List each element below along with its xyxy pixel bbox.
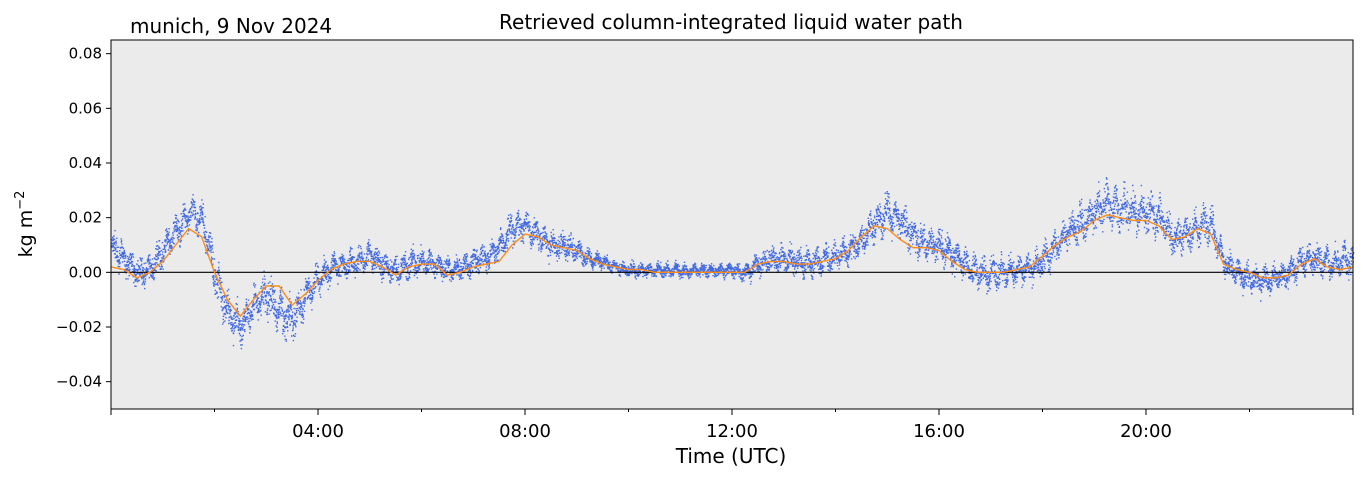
- x-tick-label: 08:00: [499, 421, 551, 442]
- y-tick-label: −0.02: [56, 318, 102, 336]
- plot-background: [111, 40, 1353, 409]
- chart-title: Retrieved column-integrated liquid water…: [499, 10, 963, 34]
- y-tick-label: −0.04: [56, 373, 102, 391]
- x-tick-label: 12:00: [706, 421, 758, 442]
- y-axis-label-exponent: −2: [13, 191, 28, 210]
- y-axis-label-base: kg m: [15, 210, 37, 258]
- x-tick-label: 16:00: [913, 421, 965, 442]
- y-axis: −0.04 −0.02 0.00 0.02 0.04 0.06 0.08: [56, 45, 111, 391]
- chart-subtitle: munich, 9 Nov 2024: [130, 14, 332, 38]
- y-tick-label: 0.06: [69, 99, 102, 117]
- y-axis-label: kg m−2: [13, 191, 37, 258]
- x-tick-label: 04:00: [292, 421, 344, 442]
- y-tick-label: 0.02: [69, 209, 102, 227]
- x-tick-label: 20:00: [1120, 421, 1172, 442]
- y-tick-label: 0.04: [69, 154, 102, 172]
- mean-line: [110, 214, 1354, 318]
- y-tick-label: 0.00: [69, 263, 102, 281]
- x-axis: 04:00 08:00 12:00 16:00 20:00: [110, 409, 1354, 442]
- x-axis-label: Time (UTC): [675, 444, 787, 468]
- y-tick-label: 0.08: [69, 45, 102, 63]
